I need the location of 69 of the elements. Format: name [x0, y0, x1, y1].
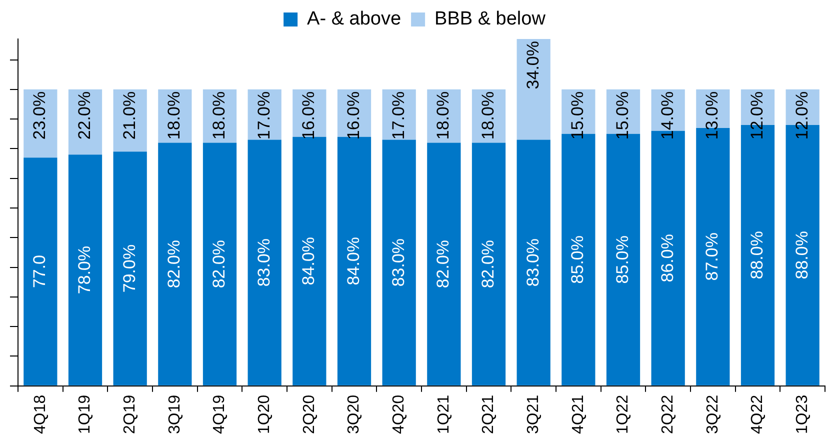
- bar: [382, 140, 416, 386]
- data-label: 85.0%: [612, 236, 632, 284]
- data-label: 18.0%: [164, 91, 184, 140]
- data-label: 34.0%: [523, 41, 542, 90]
- data-label: 15.0%: [568, 91, 588, 140]
- x-tick-label: 3Q21: [524, 394, 542, 434]
- bar: [292, 136, 326, 386]
- data-label: 84.0%: [299, 236, 318, 286]
- x-tick-label: 2Q22: [659, 394, 676, 434]
- legend-label: A- & above: [307, 8, 402, 30]
- data-label: 12.0%: [747, 91, 766, 140]
- bar: [68, 154, 102, 386]
- bar: [337, 136, 372, 386]
- x-tick-label: 4Q18: [32, 394, 49, 434]
- data-label: 14.0%: [658, 91, 677, 140]
- data-label: 82.0%: [164, 240, 184, 288]
- x-tick-label: 1Q19: [76, 394, 94, 434]
- x-tick-label: 3Q19: [166, 394, 184, 434]
- x-tick-label: 3Q22: [704, 394, 722, 434]
- x-tick-label: 4Q20: [390, 394, 408, 434]
- data-label: 82.0%: [434, 240, 453, 288]
- data-label: 85.0%: [568, 236, 588, 284]
- data-label: 17.0%: [254, 91, 274, 140]
- x-tick-label: 2Q21: [480, 394, 498, 434]
- bar: [113, 152, 147, 386]
- data-label: 77.0: [30, 254, 50, 288]
- data-label: 13.0%: [702, 91, 722, 140]
- bar: [202, 142, 237, 386]
- data-label: 79.0%: [120, 244, 139, 293]
- bar: [516, 140, 550, 386]
- x-tick-label: 2Q20: [300, 394, 318, 434]
- data-label: 83.0%: [523, 238, 542, 287]
- x-tick-label: 1Q22: [614, 394, 632, 434]
- bar: [516, 39, 550, 140]
- x-tick-label: 3Q20: [346, 394, 363, 434]
- data-label: 16.0%: [299, 91, 318, 140]
- data-label: 78.0%: [74, 246, 94, 294]
- data-label: 21.0%: [120, 91, 139, 140]
- x-tick-label: 1Q20: [256, 394, 273, 434]
- data-label: 18.0%: [478, 91, 498, 140]
- data-label: 82.0%: [209, 240, 228, 288]
- data-label: 17.0%: [388, 91, 408, 140]
- data-label: 82.0%: [478, 240, 498, 288]
- x-tick-label: 1Q23: [794, 394, 811, 434]
- x-tick-label: 4Q22: [749, 394, 766, 434]
- data-label: 83.0%: [254, 238, 274, 287]
- x-tick-label: 4Q21: [570, 394, 587, 434]
- data-label: 18.0%: [209, 91, 228, 140]
- data-label: 18.0%: [434, 91, 453, 140]
- data-label: 15.0%: [612, 91, 632, 140]
- data-label: 12.0%: [792, 91, 812, 140]
- bar: [248, 140, 282, 386]
- x-tick-label: 2Q19: [121, 394, 138, 434]
- legend-label: BBB & below: [434, 8, 546, 30]
- data-label: 84.0%: [344, 236, 363, 286]
- data-label: 87.0%: [702, 232, 722, 281]
- x-tick-label: 4Q19: [211, 394, 228, 434]
- data-label: 23.0%: [30, 91, 50, 140]
- data-label: 86.0%: [658, 234, 677, 282]
- bar: [472, 142, 506, 386]
- bar: [158, 142, 192, 386]
- bar: [427, 142, 461, 386]
- data-label: 16.0%: [344, 91, 363, 140]
- data-label: 83.0%: [388, 238, 408, 287]
- bar: [24, 158, 58, 386]
- x-tick-label: 1Q21: [435, 394, 452, 434]
- data-label: 22.0%: [74, 91, 94, 140]
- data-label: 88.0%: [747, 231, 766, 280]
- data-label: 88.0%: [792, 231, 812, 280]
